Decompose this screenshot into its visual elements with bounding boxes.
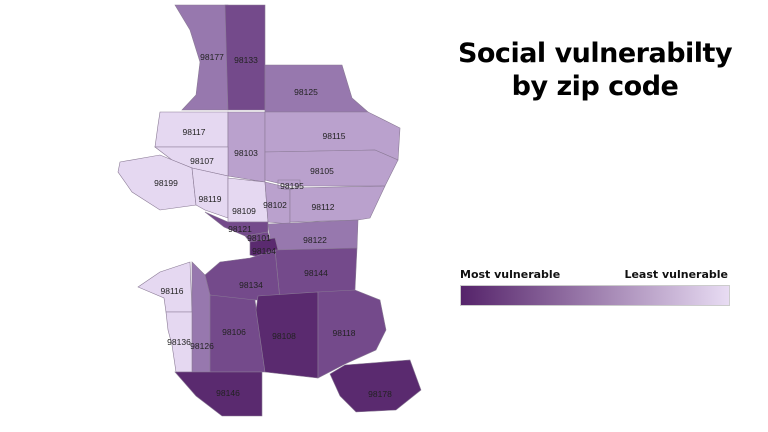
zip-label-98125: 98125 — [294, 87, 318, 97]
zip-label-98101: 98101 — [247, 233, 271, 243]
zip-label-98102: 98102 — [263, 200, 287, 210]
zip-region-98125 — [264, 64, 369, 113]
zip-label-98122: 98122 — [303, 235, 327, 245]
zip-label-98134: 98134 — [239, 280, 263, 290]
zip-region-98195 — [277, 179, 301, 191]
zip-label-98118: 98118 — [332, 328, 355, 338]
zip-region-98103 — [227, 111, 266, 183]
zip-label-98109: 98109 — [232, 206, 256, 216]
title-line-2: by zip code — [511, 71, 679, 102]
zip-label-98121: 98121 — [228, 224, 252, 234]
legend-most-label: Most vulnerable — [460, 268, 561, 281]
zip-label-98103: 98103 — [234, 148, 258, 158]
zip-region-98178 — [329, 359, 422, 413]
zip-label-98112: 98112 — [311, 202, 334, 212]
zip-label-98133: 98133 — [234, 55, 258, 65]
zip-label-98126: 98126 — [190, 341, 214, 351]
zip-label-98104: 98104 — [252, 246, 276, 256]
zip-label-98115: 98115 — [322, 131, 345, 141]
zip-label-98107: 98107 — [190, 156, 214, 166]
zip-label-98144: 98144 — [304, 268, 328, 278]
zip-label-98177: 98177 — [200, 52, 224, 62]
zip-label-98119: 98119 — [198, 194, 221, 204]
zip-label-98116: 98116 — [160, 286, 183, 296]
zip-label-98136: 98136 — [167, 337, 191, 347]
legend-least-label: Least vulnerable — [624, 268, 728, 281]
legend-gradient-bar — [460, 285, 730, 306]
zip-label-98195: 98195 — [280, 181, 304, 191]
zip-label-98146: 98146 — [216, 388, 240, 398]
zip-region-98119 — [191, 167, 229, 219]
zip-label-98117: 98117 — [182, 127, 205, 137]
zip-region-98112 — [289, 185, 386, 223]
zip-region-98199 — [117, 154, 197, 211]
zip-region-98108 — [255, 291, 319, 379]
zip-region-98146 — [174, 371, 263, 417]
title-line-1: Social vulnerabilty — [457, 38, 733, 69]
zip-label-98108: 98108 — [272, 331, 296, 341]
zip-label-98199: 98199 — [154, 178, 178, 188]
zip-region-98118 — [317, 289, 387, 379]
zip-label-98105: 98105 — [310, 166, 334, 176]
zip-label-98178: 98178 — [368, 389, 392, 399]
zip-region-98134 — [204, 249, 281, 301]
zip-label-98106: 98106 — [222, 327, 246, 337]
